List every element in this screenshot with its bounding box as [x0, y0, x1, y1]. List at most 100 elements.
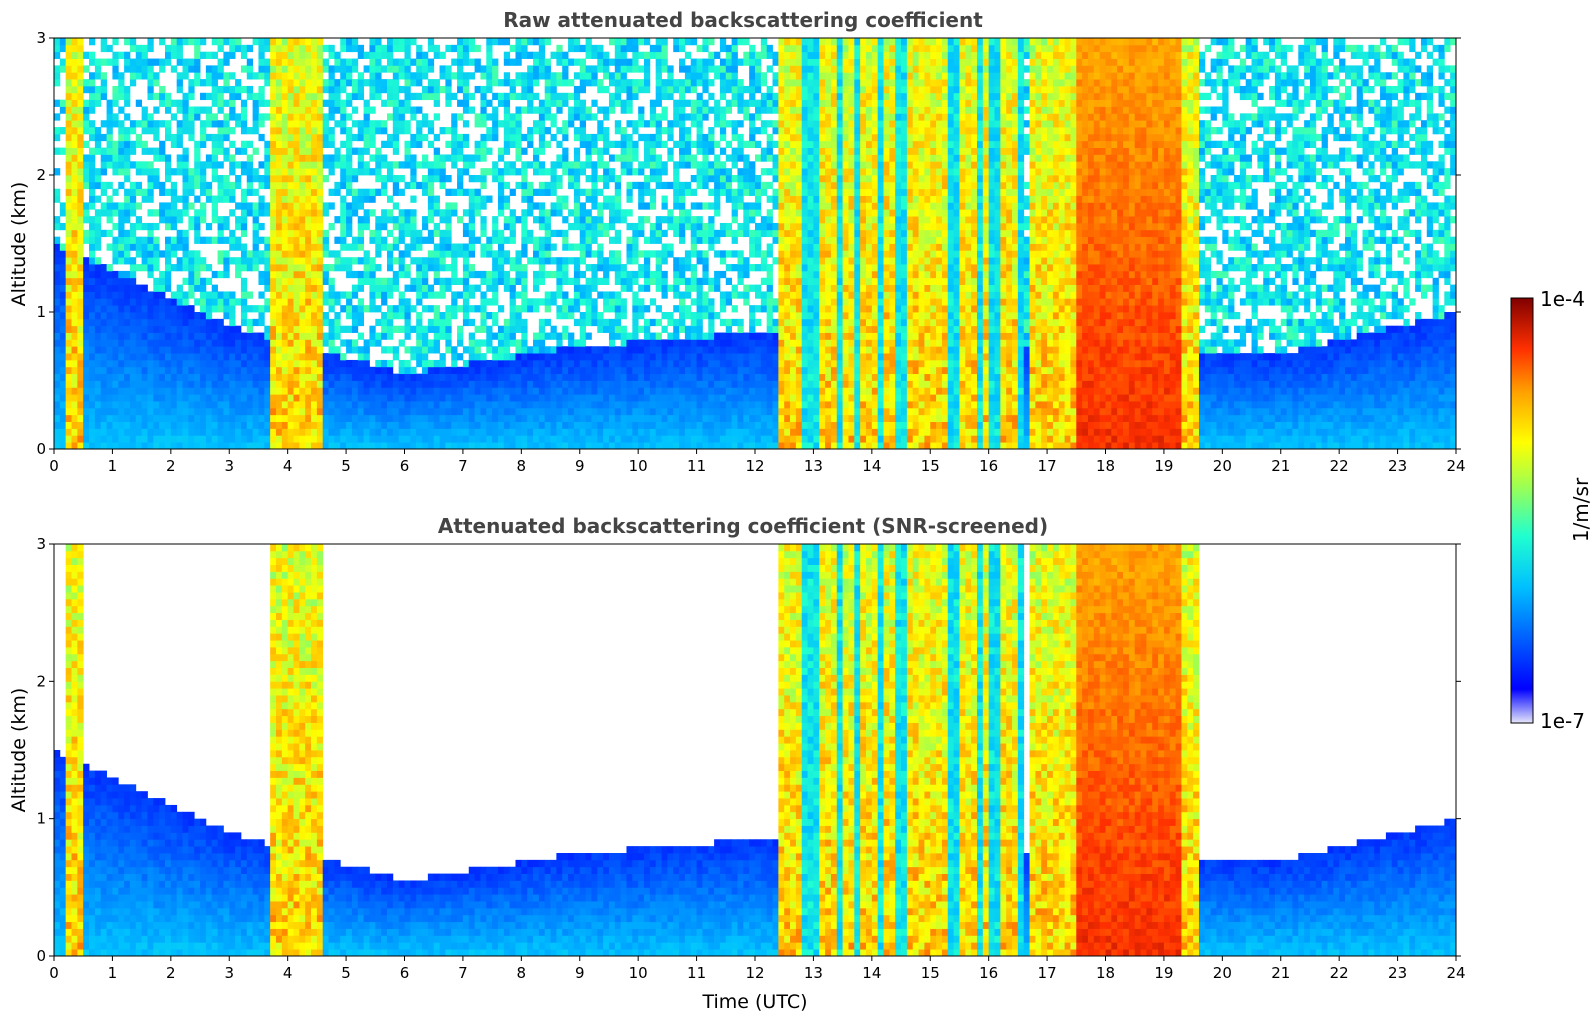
heatmap-cell — [440, 367, 446, 374]
heatmap-cell — [580, 107, 586, 114]
heatmap-cell — [311, 442, 317, 449]
heatmap-cell — [556, 401, 562, 408]
heatmap-cell — [72, 250, 78, 257]
heatmap-cell — [60, 312, 66, 319]
heatmap-cell — [223, 435, 229, 442]
heatmap-cell — [591, 223, 597, 230]
heatmap-cell — [247, 326, 253, 333]
heatmap-cell — [638, 107, 644, 114]
heatmap-cell — [101, 285, 107, 292]
heatmap-cell — [223, 154, 229, 161]
heatmap-cell — [597, 216, 603, 223]
heatmap-cell — [457, 168, 463, 175]
heatmap-cell — [434, 244, 440, 251]
heatmap-cell — [457, 339, 463, 346]
heatmap-cell — [101, 291, 107, 298]
heatmap-cell — [346, 93, 352, 100]
heatmap-cell — [393, 422, 399, 429]
heatmap-cell — [294, 291, 300, 298]
heatmap-cell — [136, 141, 142, 148]
heatmap-cell — [212, 360, 218, 367]
heatmap-cell — [568, 401, 574, 408]
heatmap-cell — [212, 346, 218, 353]
heatmap-cell — [317, 285, 323, 292]
heatmap-cell — [66, 100, 72, 107]
heatmap-cell — [510, 237, 516, 244]
heatmap-cell — [118, 298, 124, 305]
heatmap-cell — [329, 52, 335, 59]
heatmap-cell — [545, 291, 551, 298]
heatmap-cell — [270, 374, 276, 381]
heatmap-cell — [667, 127, 673, 134]
heatmap-cell — [83, 415, 89, 422]
heatmap-cell — [130, 244, 136, 251]
heatmap-cell — [223, 113, 229, 120]
chart-title: Raw attenuated backscattering coefficien… — [503, 8, 983, 32]
heatmap-cell — [171, 189, 177, 196]
heatmap-cell — [504, 374, 510, 381]
heatmap-cell — [586, 38, 592, 45]
heatmap-cell — [153, 408, 159, 415]
heatmap-cell — [656, 353, 662, 360]
heatmap-cell — [504, 387, 510, 394]
heatmap-cell — [66, 45, 72, 52]
heatmap-cell — [480, 326, 486, 333]
heatmap-cell — [603, 86, 609, 93]
heatmap-cell — [556, 360, 562, 367]
heatmap-cell — [54, 244, 60, 251]
heatmap-cell — [597, 367, 603, 374]
heatmap-cell — [381, 285, 387, 292]
heatmap-cell — [124, 367, 130, 374]
heatmap-cell — [83, 374, 89, 381]
heatmap-cell — [539, 326, 545, 333]
heatmap-cell — [77, 339, 83, 346]
heatmap-cell — [352, 285, 358, 292]
heatmap-cell — [626, 154, 632, 161]
heatmap-cell — [539, 223, 545, 230]
heatmap-cell — [375, 168, 381, 175]
heatmap-cell — [381, 244, 387, 251]
heatmap-cell — [171, 244, 177, 251]
heatmap-cell — [294, 244, 300, 251]
heatmap-cell — [632, 45, 638, 52]
heatmap-cell — [288, 113, 294, 120]
heatmap-cell — [223, 408, 229, 415]
heatmap-cell — [194, 422, 200, 429]
heatmap-cell — [527, 346, 533, 353]
heatmap-cell — [317, 326, 323, 333]
heatmap-cell — [422, 360, 428, 367]
heatmap-cell — [329, 134, 335, 141]
heatmap-cell — [200, 401, 206, 408]
heatmap-cell — [369, 387, 375, 394]
heatmap-cell — [183, 161, 189, 168]
heatmap-cell — [521, 333, 527, 340]
heatmap-cell — [334, 381, 340, 388]
heatmap-cell — [574, 175, 580, 182]
heatmap-cell — [340, 442, 346, 449]
heatmap-cell — [656, 100, 662, 107]
heatmap-cell — [329, 291, 335, 298]
heatmap-cell — [183, 100, 189, 107]
heatmap-cell — [288, 79, 294, 86]
heatmap-cell — [422, 257, 428, 264]
heatmap-cell — [188, 408, 194, 415]
heatmap-cell — [422, 401, 428, 408]
heatmap-cell — [632, 422, 638, 429]
heatmap-cell — [451, 250, 457, 257]
heatmap-cell — [142, 257, 148, 264]
heatmap-cell — [165, 401, 171, 408]
heatmap-cell — [311, 127, 317, 134]
heatmap-cell — [305, 408, 311, 415]
heatmap-cell — [475, 65, 481, 72]
heatmap-cell — [591, 264, 597, 271]
heatmap-cell — [288, 264, 294, 271]
heatmap-cell — [656, 38, 662, 45]
heatmap-cell — [66, 237, 72, 244]
heatmap-cell — [329, 435, 335, 442]
heatmap-cell — [562, 291, 568, 298]
heatmap-cell — [124, 196, 130, 203]
heatmap-cell — [393, 202, 399, 209]
heatmap-cell — [515, 387, 521, 394]
heatmap-cell — [183, 120, 189, 127]
heatmap-cell — [428, 442, 434, 449]
